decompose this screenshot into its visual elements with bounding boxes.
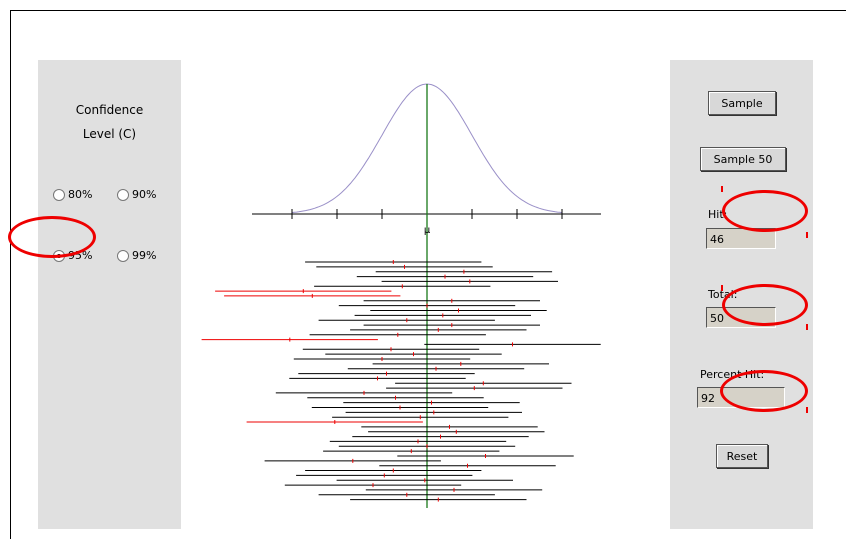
mu-label: μ <box>424 225 431 236</box>
radio-90-circle[interactable] <box>117 188 129 201</box>
radio-80-label: 80% <box>68 188 93 201</box>
confidence-title: Confidence <box>75 103 144 117</box>
red-tick-mark <box>806 232 808 238</box>
confidence-panel: Confidence Level (C) 80% 90% 95% 99% <box>38 60 181 529</box>
sample-button[interactable]: Sample <box>708 91 776 115</box>
radio-80[interactable]: 80% <box>53 188 92 201</box>
radio-99[interactable]: 99% <box>117 249 156 262</box>
intervals-group <box>201 260 601 502</box>
window-top-border <box>10 10 846 11</box>
radio-80-circle[interactable] <box>53 188 65 201</box>
radio-90-label: 90% <box>132 188 157 201</box>
red-tick-mark <box>806 324 808 330</box>
radio-99-label: 99% <box>132 249 157 262</box>
red-tick-mark <box>806 407 808 413</box>
normal-curve-group <box>252 83 601 508</box>
window-left-border <box>10 10 11 539</box>
annotation-circle-percent <box>720 370 808 412</box>
annotation-circle-total <box>722 284 808 326</box>
annotation-circle-hit <box>722 190 808 232</box>
red-tick-mark <box>721 186 723 192</box>
confidence-subtitle: Level (C) <box>82 127 137 141</box>
reset-button[interactable]: Reset <box>716 444 768 468</box>
red-tick-mark <box>721 285 723 291</box>
annotation-circle-95 <box>8 216 96 258</box>
sample-50-button[interactable]: Sample 50 <box>700 147 786 171</box>
radio-90[interactable]: 90% <box>117 188 156 201</box>
radio-99-circle[interactable] <box>117 249 129 262</box>
